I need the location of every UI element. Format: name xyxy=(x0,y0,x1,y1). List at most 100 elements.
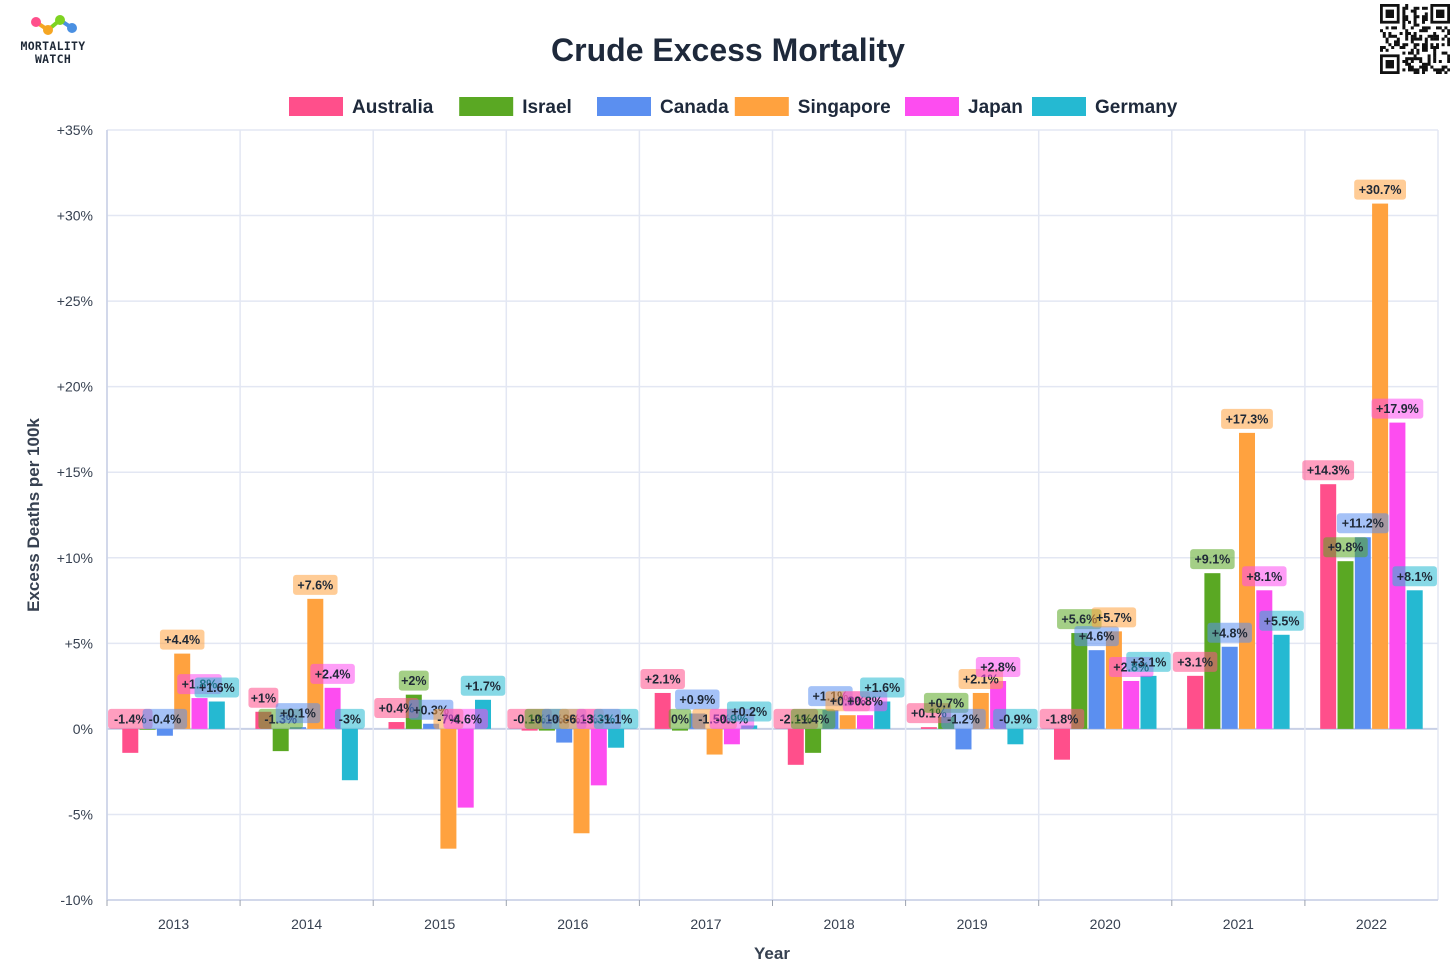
bar-australia xyxy=(1320,484,1337,729)
data-label-bg xyxy=(1126,651,1171,672)
data-label-bg xyxy=(860,677,905,698)
bar-australia xyxy=(521,728,538,731)
data-label-bg xyxy=(108,708,153,729)
bar-germany xyxy=(1406,590,1423,729)
y-axis-title: Excess Deaths per 100k xyxy=(24,418,43,612)
bar-israel xyxy=(272,728,289,752)
y-tick-label: +30% xyxy=(57,208,93,224)
data-label-bg xyxy=(1221,408,1273,429)
bar-canada xyxy=(1354,537,1371,729)
data-label-bg xyxy=(1172,651,1218,672)
x-tick-label: 2018 xyxy=(823,916,854,932)
data-label: +17.9% xyxy=(1376,402,1419,416)
bar-israel xyxy=(1337,561,1354,729)
data-label: +0.4% xyxy=(379,702,415,716)
bar-germany xyxy=(1273,634,1290,729)
x-tick-label: 2020 xyxy=(1090,916,1121,932)
data-label-bg xyxy=(334,708,365,729)
bar-singapore xyxy=(1372,203,1389,729)
data-label-bg xyxy=(159,629,205,650)
data-label: -1.2% xyxy=(947,712,980,726)
legend-swatch-israel xyxy=(459,97,514,116)
data-label-bg xyxy=(593,708,639,729)
data-label: +0.1% xyxy=(280,707,316,721)
data-label: +1.6% xyxy=(864,681,900,695)
data-label-bg xyxy=(993,708,1038,729)
legend-swatch-australia xyxy=(289,97,343,116)
legend-label-japan: Japan xyxy=(968,97,1023,118)
bar-japan xyxy=(723,728,740,745)
data-label: -1.8% xyxy=(1046,712,1079,726)
legend-label-australia: Australia xyxy=(352,97,434,118)
data-label-bg xyxy=(1074,626,1119,647)
y-tick-label: -10% xyxy=(60,892,93,908)
bar-israel xyxy=(139,728,156,730)
data-label-bg xyxy=(1323,537,1368,558)
data-label: +8.1% xyxy=(1397,570,1433,584)
bar-israel xyxy=(805,728,822,753)
bar-canada xyxy=(423,723,440,729)
data-label-bg xyxy=(790,708,836,729)
data-label: +2.8% xyxy=(980,660,1016,674)
data-label: +17.3% xyxy=(1226,412,1269,426)
bar-canada xyxy=(955,728,972,750)
data-label: -0.4% xyxy=(149,712,182,726)
data-label: +9.1% xyxy=(1194,553,1230,567)
data-label: +1% xyxy=(251,691,276,705)
bar-israel xyxy=(1204,573,1221,729)
data-label: +5.7% xyxy=(1096,611,1132,625)
y-tick-label: +10% xyxy=(57,550,93,566)
bar-australia xyxy=(654,692,671,729)
y-tick-label: +20% xyxy=(57,379,93,395)
bar-singapore xyxy=(440,728,457,849)
data-label-bg xyxy=(1039,708,1085,729)
data-label: +0.2% xyxy=(731,705,767,719)
data-label: +2.1% xyxy=(645,672,681,686)
data-label: +14.3% xyxy=(1307,464,1350,478)
y-tick-label: -5% xyxy=(68,806,93,822)
data-label-bg xyxy=(975,656,1021,677)
data-label: -4.6% xyxy=(449,712,482,726)
bar-japan xyxy=(590,728,607,786)
data-label: +3.1% xyxy=(1131,655,1167,669)
bar-germany xyxy=(208,701,225,729)
legend-swatch-japan xyxy=(905,97,959,116)
y-tick-label: 0% xyxy=(73,721,93,737)
bar-japan xyxy=(191,698,208,729)
data-label-bg xyxy=(275,703,321,724)
logo-line-2: WATCH xyxy=(34,52,72,66)
bar-germany xyxy=(341,728,358,781)
bar-canada xyxy=(156,728,173,736)
legend-swatch-canada xyxy=(597,97,651,116)
bar-australia xyxy=(1187,675,1204,729)
bar-israel xyxy=(671,728,688,731)
data-label: -1.4% xyxy=(797,712,830,726)
data-label: +8.1% xyxy=(1246,570,1282,584)
data-label-bg xyxy=(1371,398,1424,419)
x-tick-label: 2013 xyxy=(158,916,189,932)
data-label-bg xyxy=(1392,566,1437,587)
x-axis-title: Year xyxy=(754,944,790,963)
data-label: +1.7% xyxy=(465,679,501,693)
data-label: +2.4% xyxy=(315,667,351,681)
data-label-bg xyxy=(374,698,419,719)
mortality-watch-logo: MORTALITY WATCH xyxy=(8,10,98,72)
legend-swatch-germany xyxy=(1032,97,1086,116)
bar-germany xyxy=(608,728,625,748)
qr-code-icon xyxy=(1380,4,1450,74)
x-tick-label: 2022 xyxy=(1356,916,1387,932)
data-label-bg xyxy=(1190,549,1235,570)
data-label: +11.2% xyxy=(1342,517,1384,531)
x-tick-label: 2016 xyxy=(557,916,588,932)
data-label: 0% xyxy=(671,712,689,726)
logo-line-1: MORTALITY xyxy=(20,39,86,53)
data-label: +0.7% xyxy=(928,696,964,710)
bar-singapore xyxy=(1105,631,1122,729)
x-tick-label: 2014 xyxy=(291,916,322,932)
data-label: +9.8% xyxy=(1328,541,1364,555)
y-tick-label: +25% xyxy=(57,293,93,309)
y-tick-label: +5% xyxy=(65,635,93,651)
data-label: +0.9% xyxy=(679,693,715,707)
data-label: +7.6% xyxy=(297,578,333,592)
